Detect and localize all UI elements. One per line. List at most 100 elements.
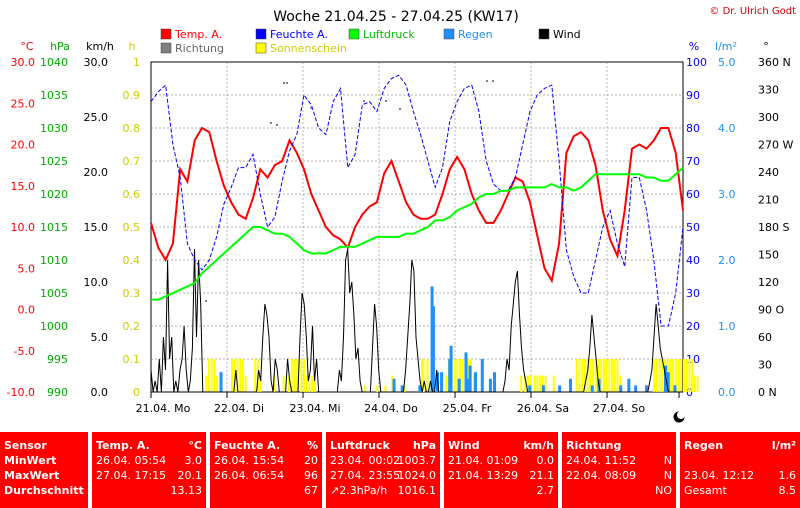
series-bar-regen	[627, 378, 631, 392]
legend-label: Wind	[553, 28, 581, 41]
axis-tick-right: 90 O	[758, 304, 784, 317]
cell-time: 26.04. 15:54	[214, 454, 285, 467]
x-tick-label: 25.04. Fr	[443, 402, 492, 415]
axis-tick-left: 10.0	[84, 276, 109, 289]
series-bar-sonnenschein	[696, 375, 699, 392]
series-line-feuchte-a-	[150, 74, 684, 327]
series-bar-sonnenschein	[541, 375, 544, 392]
axis-tick-right: 3.0	[718, 188, 736, 201]
series-bar-sonnenschein	[364, 385, 367, 392]
series-bar-sonnenschein	[539, 375, 542, 392]
axis-tick-left: 25.0	[11, 97, 36, 110]
series-bar-regen	[219, 372, 223, 392]
series-line-luftdruck	[151, 166, 684, 301]
series-bar-sonnenschein	[213, 359, 216, 392]
cell-value: N	[663, 454, 672, 467]
axis-tick-left: 0.5	[123, 221, 141, 234]
table-cell-row: 26.04. 15:54 20	[210, 453, 322, 468]
table-col-labels: Sensor MinWert MaxWert Durchschnitt	[0, 432, 88, 508]
grid	[150, 61, 684, 393]
series-bar-regen	[418, 385, 422, 392]
axis-tick-right: 360 N	[758, 56, 791, 69]
axis-tick-right: 70	[686, 155, 700, 168]
table-cell-row: 2.7	[444, 483, 558, 498]
column-name: Temp. A.	[96, 439, 150, 452]
legend-label: Richtung	[175, 42, 224, 55]
axis-tick-left: 0.0	[18, 304, 36, 317]
series-bar-regen	[569, 378, 572, 392]
table-col-richtung: Richtung 24.04. 11:52 N 22.04. 08:09 N NO	[562, 432, 676, 508]
legend-swatch	[348, 28, 360, 40]
series-bar-sonnenschein	[282, 375, 285, 392]
axis-tick-right: 120	[758, 276, 779, 289]
x-tick-label: 27.04. So	[593, 402, 645, 415]
series-bar-regen	[457, 378, 461, 392]
table-col-header: Richtung	[562, 438, 676, 453]
table-cell-row: 22.04. 08:09 N	[562, 468, 676, 483]
axis-tick-left: 5.0	[18, 262, 36, 275]
axis-tick-left: 990	[47, 386, 68, 399]
table-col-header: Regen l/m²	[680, 438, 800, 453]
series-bar-sonnenschein	[384, 385, 387, 392]
series-bar-sonnenschein	[672, 359, 675, 392]
table-col-regen: Regen l/m² 23.04. 12:12 1.6 Gesamt 8.5	[680, 432, 800, 508]
table-col-header: Luftdruck hPa	[326, 438, 440, 453]
axis-tick-right: 300	[758, 111, 779, 124]
axis-tick-left: 995	[47, 353, 68, 366]
axis-unit-left: km/h	[86, 40, 114, 53]
cell-time: 26.04. 06:54	[214, 469, 285, 482]
series-bar-sonnenschein	[613, 359, 616, 392]
column-unit: %	[306, 439, 318, 452]
series-bar-sonnenschein	[685, 359, 688, 392]
axis-tick-left: 30.0	[84, 56, 109, 69]
series-bar-sonnenschein	[311, 375, 314, 392]
legend-swatch	[255, 42, 267, 54]
cell-time: 23.04. 12:12	[684, 469, 755, 482]
series-bar-sonnenschein	[524, 375, 527, 392]
series-line-temp-a-	[150, 126, 684, 284]
series-bar-sonnenschein	[461, 359, 464, 392]
cell-value: NO	[655, 484, 672, 497]
axis-tick-left: 1005	[40, 287, 68, 300]
column-name: Wind	[448, 439, 480, 452]
table-cell-row: NO	[562, 483, 676, 498]
table-cell-row: Gesamt 8.5	[680, 483, 800, 498]
column-unit: l/m²	[771, 439, 796, 452]
axis-unit-left: h	[129, 40, 136, 53]
cell-value: 20	[304, 454, 318, 467]
cell-time: 21.04. 01:09	[448, 454, 519, 467]
axis-tick-right: 2.0	[718, 254, 736, 267]
row-label-text: MaxWert	[4, 469, 60, 482]
axis-tick-right: 0	[686, 386, 693, 399]
series-bar-sonnenschein	[691, 359, 694, 392]
column-unit: °C	[188, 439, 202, 452]
series-bar-sonnenschein	[529, 375, 532, 392]
table-cell-row: 26.04. 05:54 3.0	[92, 453, 206, 468]
axis-unit-left: °C	[20, 40, 34, 53]
axis-tick-left: 0.3	[123, 287, 141, 300]
series-bar-sonnenschein	[445, 375, 448, 392]
axis-tick-left: 0.1	[123, 353, 141, 366]
axis-tick-left: 30.0	[11, 56, 36, 69]
moon-icon-highlight	[677, 411, 685, 419]
series-bar-sonnenschein	[241, 359, 244, 392]
series-bar-regen	[430, 286, 434, 392]
series-bar-sonnenschein	[467, 359, 470, 392]
table-col-header: Feuchte A.%	[210, 438, 322, 453]
table-separator	[440, 432, 444, 508]
series-bar-regen	[474, 372, 477, 392]
cell-value: 20.1	[177, 469, 203, 482]
series-bar-sonnenschein	[231, 359, 234, 392]
direction-point	[276, 124, 278, 126]
legend-swatch	[255, 28, 267, 40]
axis-tick-right: 5.0	[718, 56, 736, 69]
x-tick-label: 22.04. Di	[214, 402, 264, 415]
axis-tick-left: 0.6	[123, 188, 141, 201]
table-col-header: Wind km/h	[444, 438, 558, 453]
series-bar-sonnenschein	[677, 359, 680, 392]
cell-value: N	[663, 469, 672, 482]
column-unit: km/h	[523, 439, 554, 452]
table-separator	[88, 432, 92, 508]
row-label-text: Sensor	[4, 439, 47, 452]
table-cell-row: 23.04. 00:02 1003.7	[326, 453, 440, 468]
